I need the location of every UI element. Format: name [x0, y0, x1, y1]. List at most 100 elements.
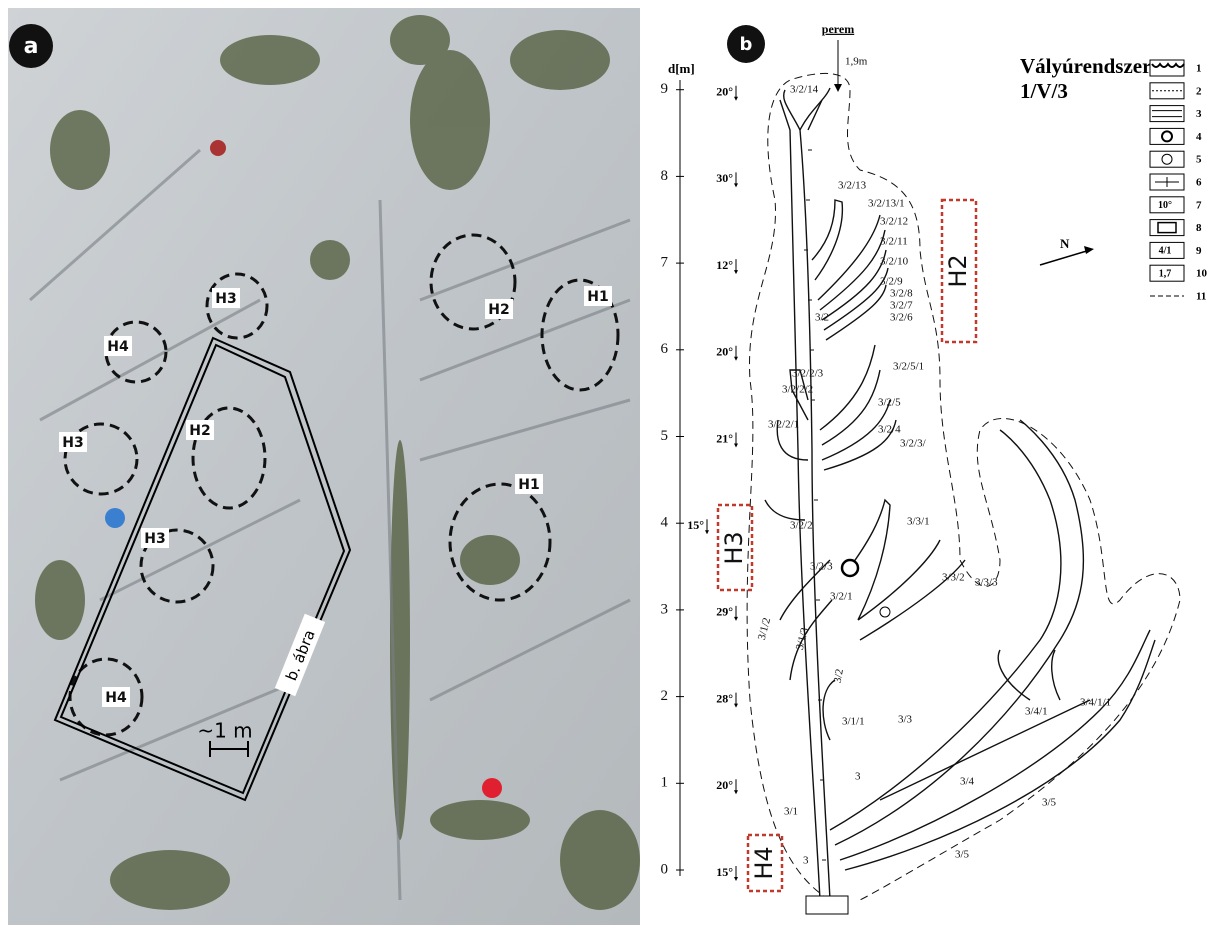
panel-b: b Vályúrendszer: 1/V/3 perem 1,9m d[m] 0… [661, 22, 1208, 914]
channel-label: 3/2 [832, 668, 846, 684]
depth-label: 3 [661, 601, 669, 617]
slope: 12° [716, 258, 733, 272]
channel-label: 3/3/2 [942, 572, 965, 584]
channel-label: 3/2/2/3 [792, 368, 824, 380]
legend-label: 4 [1196, 131, 1202, 143]
perem-label: perem [822, 22, 854, 36]
slope: 15° [687, 518, 704, 532]
title: Vályúrendszer: [1020, 54, 1158, 78]
channel-label: 3/2/14 [790, 84, 819, 96]
legend-label: 3 [1196, 108, 1202, 120]
slope: 20° [716, 345, 733, 359]
photo-label: H1 [587, 289, 608, 305]
photo-label: H3 [215, 291, 236, 307]
channel-label: 3 [855, 771, 861, 783]
photo-label: H2 [488, 302, 509, 318]
channel-label: 3 [803, 855, 809, 867]
arrowhead [734, 183, 738, 187]
channel-label: 3/2/12 [880, 216, 908, 228]
slope: 21° [716, 431, 733, 445]
arrowhead [734, 790, 738, 794]
legend-label: 10 [1196, 268, 1208, 280]
figure: a ~1 m b. ábra H3H4H2H1H3H2H1H3H4 b Vály… [0, 0, 1209, 929]
badge-label: b [740, 34, 753, 55]
channel-label: 3/2/11 [880, 236, 908, 248]
channel-label: 3/2/7 [890, 300, 913, 312]
legend-sym [1162, 154, 1172, 164]
legend-symbol-label: 1,7 [1159, 268, 1172, 279]
arrowhead [734, 877, 738, 881]
channel-label: 3/2/8 [890, 288, 913, 300]
channel-label: 3/2/4 [878, 424, 901, 436]
channel-label: 3/2/5 [878, 397, 901, 409]
channel-label: 3/1/3 [794, 626, 812, 651]
channel-label: 3/2/1 [830, 591, 853, 603]
legend-label: 9 [1196, 245, 1202, 257]
photo-label: H4 [105, 690, 127, 706]
channel-label: 3/2/13/1 [868, 198, 905, 210]
person [482, 778, 502, 798]
channel-label: 3/3/1 [907, 516, 930, 528]
arrowhead [734, 444, 738, 448]
arrowhead [734, 704, 738, 708]
arrowhead [734, 97, 738, 101]
legend-label: 6 [1196, 177, 1202, 189]
channel-labels: 3/2/143/2/133/2/13/13/2/123/2/113/2/103/… [756, 84, 1111, 867]
channel-label: 3/2/2 [790, 520, 813, 532]
channel-label: 3/2/6 [890, 312, 913, 324]
channel-label: 3/4/1 [1025, 706, 1048, 718]
arrowhead [734, 270, 738, 274]
channel-label: 3/1/2 [756, 616, 773, 641]
legend-symbol-label: 10° [1158, 200, 1172, 211]
arrowhead [734, 617, 738, 621]
depth-label: 9 [661, 81, 669, 97]
highlight-label: H2 [944, 254, 972, 287]
highlight-label: H3 [720, 531, 748, 564]
legend-label: 1 [1196, 63, 1202, 75]
legend-label: 8 [1196, 222, 1202, 234]
channel-label: 3/5 [955, 849, 970, 861]
slope: 15° [716, 865, 733, 879]
channel-label: 3/3/3 [975, 577, 998, 589]
depth-label: 0 [661, 861, 669, 877]
depth-label: 6 [661, 341, 669, 357]
channel-label: 3/4 [960, 776, 975, 788]
person [210, 140, 226, 156]
channel-label: 3/2/2/2 [782, 384, 813, 396]
arrowhead [705, 530, 709, 534]
north-label: N [1060, 236, 1070, 251]
arrowhead [734, 357, 738, 361]
perem-depth: 1,9m [845, 56, 868, 68]
slope: 29° [716, 605, 733, 619]
legend-box [1150, 83, 1184, 99]
channel-label: 3/4/1/1 [1080, 697, 1111, 709]
photo-label: H1 [518, 477, 539, 493]
channel-label: 3/1/1 [842, 716, 865, 728]
photo-label: H3 [144, 531, 165, 547]
depth-label: 8 [661, 168, 669, 184]
highlight-label: H4 [750, 846, 778, 879]
slope: 28° [716, 691, 733, 705]
slope: 30° [716, 171, 733, 185]
legend: 12345610°784/191,71011 [1150, 60, 1208, 303]
slope: 20° [716, 84, 733, 98]
channel-label: 3/2/5/1 [893, 361, 924, 373]
photo-label: H2 [189, 423, 210, 439]
channel-label: 3/2/3 [810, 561, 833, 573]
title: 1/V/3 [1020, 79, 1068, 103]
slope: 20° [716, 778, 733, 792]
north-arrow [1040, 250, 1090, 265]
legend-label: 7 [1196, 199, 1202, 211]
channel-label: 3/5 [1042, 797, 1057, 809]
depth-label: 7 [661, 255, 669, 271]
scale-label: ~1 m [197, 719, 252, 743]
photo-label: H4 [107, 339, 129, 355]
sinkhole [880, 607, 890, 617]
axis-label: d[m] [668, 61, 695, 76]
channel-label: 3/2/9 [880, 276, 903, 288]
channel-label: 3/2/3/ [900, 438, 927, 450]
legend-box [1150, 106, 1184, 122]
sinkhole [842, 560, 858, 576]
